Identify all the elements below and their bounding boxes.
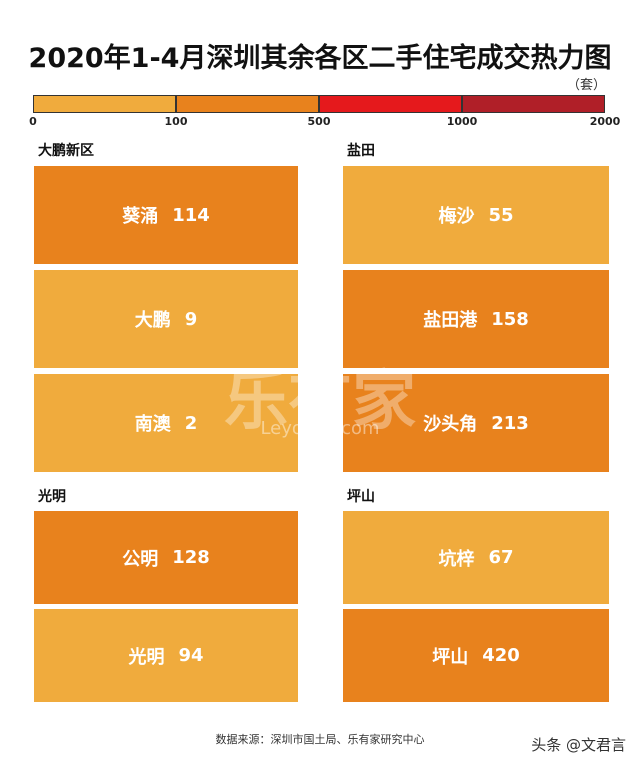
legend-segment [462, 95, 605, 113]
region-name: 坪山 [347, 489, 375, 505]
region-name: 光明 [38, 489, 66, 505]
legend-tick-label: 1000 [446, 115, 478, 128]
legend-tick-label: 100 [164, 115, 188, 128]
district-block: 光明 94 [34, 609, 298, 702]
district-block: 南澳 2 [34, 374, 298, 472]
district-block: 葵涌 114 [34, 166, 298, 264]
legend-segment [319, 95, 462, 113]
watermark: 乐有家 [224, 365, 416, 439]
district-block: 大鹏 9 [34, 270, 298, 368]
district-value: 420 [482, 645, 520, 666]
district-name: 葵涌 [122, 206, 159, 227]
legend-segment [176, 95, 319, 113]
district-block: 坪山 420 [343, 609, 609, 702]
district-name: 光明 [128, 646, 165, 668]
legend-tick-label: 0 [29, 115, 37, 128]
legend-tick-label: 2000 [589, 115, 621, 128]
district-value: 158 [491, 308, 529, 330]
district-value: 94 [178, 645, 204, 666]
district-block: 盐田港 158 [343, 270, 609, 368]
legend-segment [33, 95, 176, 113]
district-block: 公明 128 [34, 511, 298, 604]
district-name: 盐田港 [423, 310, 478, 331]
region-name: 盐田 [347, 143, 375, 159]
district-name: 南澳 [134, 414, 171, 435]
legend-tick-label: 500 [307, 115, 331, 128]
district-value: 213 [491, 412, 529, 434]
district-value: 128 [172, 547, 210, 568]
district-value: 2 [184, 412, 198, 434]
district-name: 梅沙 [438, 206, 475, 227]
district-block: 坑梓 67 [343, 511, 609, 604]
title: 2020年1-4月深圳其余各区二手住宅成交热力图 [28, 43, 612, 74]
district-block: 沙头角 213 [343, 374, 609, 472]
region-name: 大鹏新区 [38, 143, 94, 159]
district-name: 沙头角 [423, 414, 478, 435]
district-value: 9 [184, 308, 198, 330]
district-value: 55 [488, 204, 514, 226]
district-value: 114 [172, 204, 210, 226]
district-name: 坪山 [432, 646, 469, 668]
district-name: 公明 [122, 548, 159, 570]
unit: （套） [566, 78, 606, 93]
district-block: 梅沙 55 [343, 166, 609, 264]
district-name: 大鹏 [134, 310, 171, 331]
district-value: 67 [488, 547, 514, 568]
district-name: 坑梓 [438, 548, 475, 570]
watermark-url: Leyoujia.com [260, 418, 380, 439]
source: 数据来源：深圳市国土局、乐有家研究中心 [215, 733, 425, 746]
credit: 头条 @文君言 [531, 736, 626, 754]
